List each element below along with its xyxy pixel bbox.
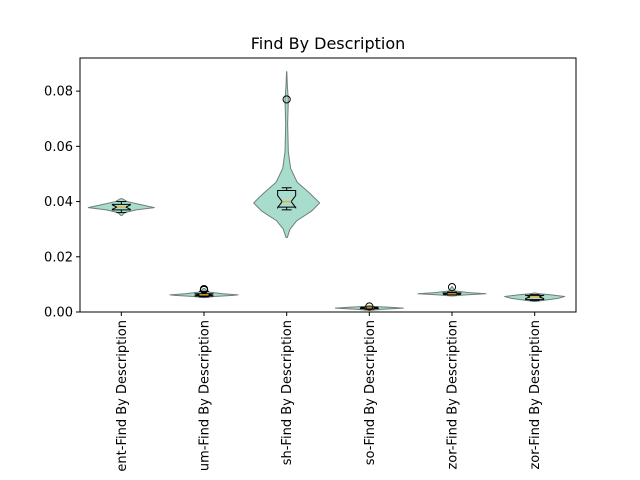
x-tick-label: so-Find By Description bbox=[363, 320, 378, 465]
outlier-point bbox=[365, 302, 374, 311]
violin-group bbox=[253, 71, 321, 238]
box bbox=[194, 293, 214, 297]
outlier-point bbox=[199, 284, 209, 294]
x-tick-label: zor-Find By Description bbox=[446, 320, 461, 470]
y-tick-label: 0.00 bbox=[44, 306, 73, 321]
box bbox=[442, 292, 462, 295]
x-axis: ent-Find By Description um-Find By Descri… bbox=[115, 312, 543, 472]
axes-frame bbox=[79, 57, 577, 313]
box bbox=[525, 294, 545, 301]
box bbox=[277, 190, 297, 210]
y-axis: 0.00 0.02 0.04 0.06 0.08 bbox=[44, 85, 80, 321]
box bbox=[111, 203, 131, 211]
violin-group bbox=[169, 284, 239, 299]
violin-group bbox=[504, 292, 566, 303]
violin-group bbox=[417, 283, 487, 297]
x-tick-label: sh-Find By Description bbox=[280, 320, 295, 465]
violin-body bbox=[417, 286, 487, 297]
x-tick-label: um-Find By Description bbox=[198, 320, 213, 471]
violin-group bbox=[87, 198, 155, 216]
x-tick-label: ent-Find By Description bbox=[115, 320, 130, 472]
plot-area bbox=[87, 71, 566, 311]
outlier-point bbox=[447, 283, 457, 292]
y-tick-label: 0.08 bbox=[44, 85, 73, 100]
y-tick-label: 0.04 bbox=[44, 195, 73, 210]
box bbox=[359, 306, 379, 310]
x-tick-label: zor-Find By Description bbox=[528, 320, 543, 470]
y-tick-label: 0.02 bbox=[44, 250, 73, 265]
violin-body bbox=[253, 71, 321, 238]
violin-group bbox=[334, 302, 404, 311]
y-tick-label: 0.06 bbox=[44, 140, 73, 155]
outlier-point bbox=[282, 95, 291, 104]
chart-title: Find By Description bbox=[251, 34, 406, 53]
